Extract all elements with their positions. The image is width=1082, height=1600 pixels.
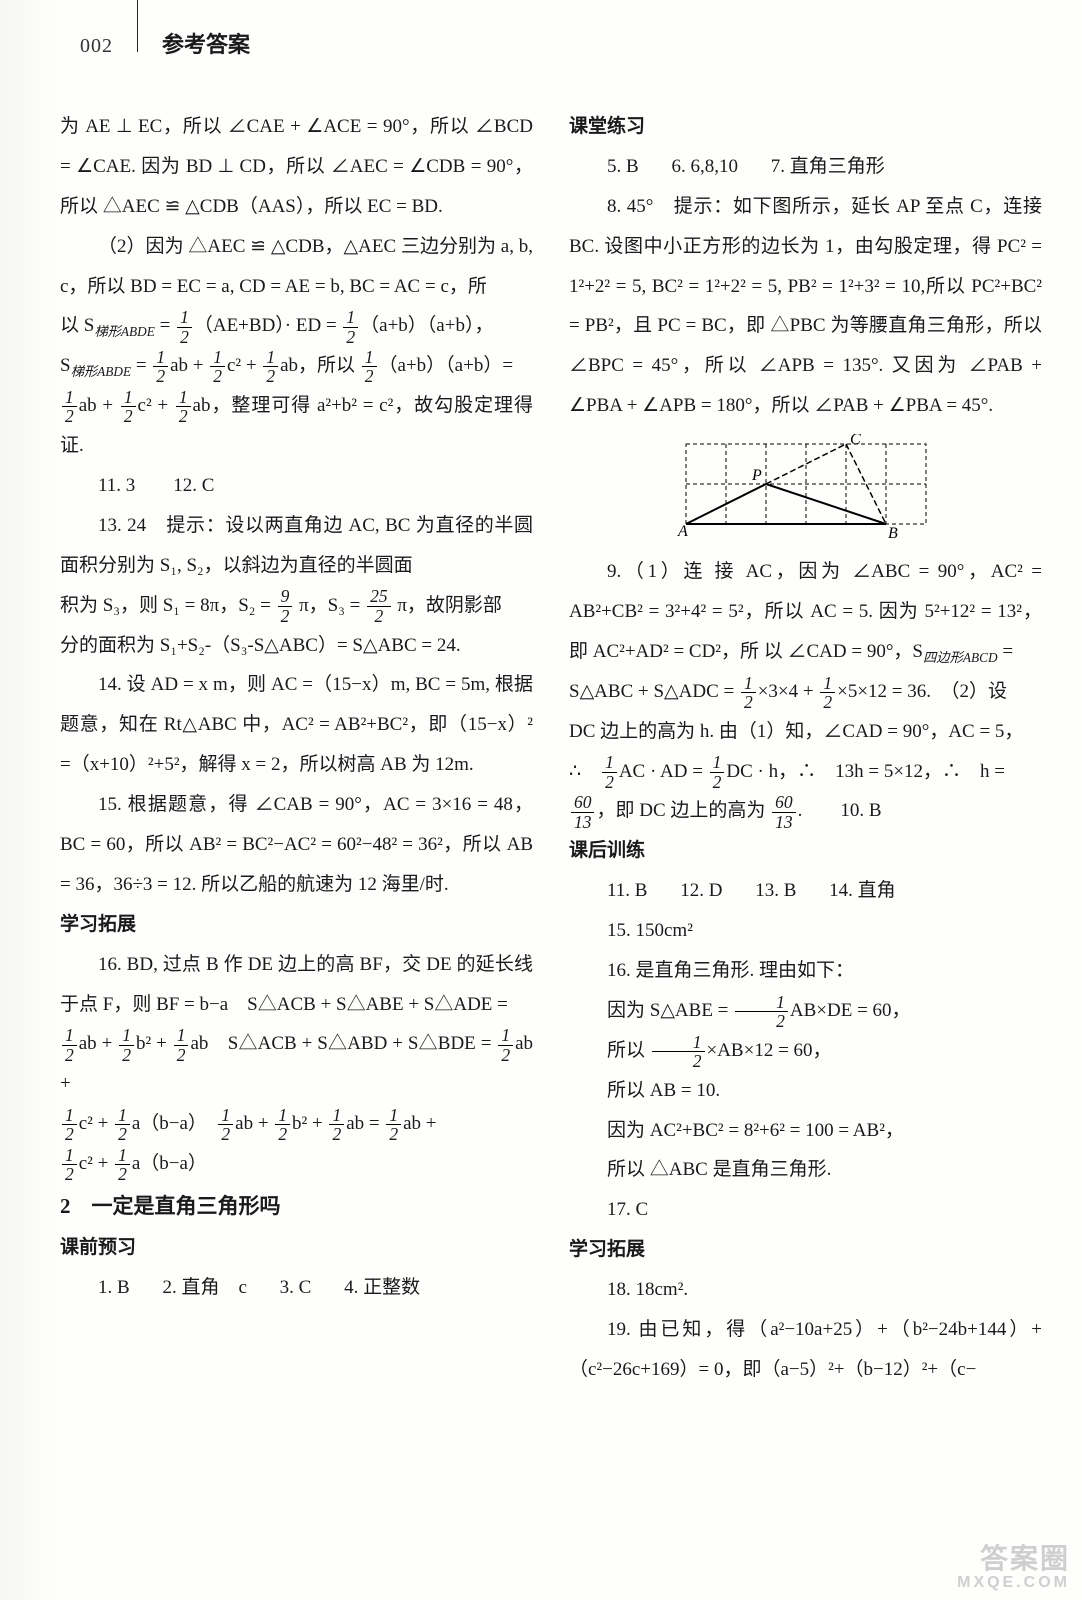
- page: 002 参考答案 为 AE ⊥ EC，所以 ∠CAE + ∠ACE = 90°，…: [0, 0, 1082, 1600]
- answer: 12. D: [680, 880, 722, 901]
- para: 16. BD, 过点 B 作 DE 边上的高 BF，交 DE 的延长线于点 F，…: [60, 945, 533, 1025]
- para: DC 边上的高为 h. 由（1）知，∠CAD = 90°，AC = 5，: [569, 712, 1042, 752]
- para: 所以 12×AB×12 = 60，: [569, 1031, 1042, 1071]
- para: 因为 AC²+BC² = 8²+6² = 100 = AB²，: [569, 1111, 1042, 1151]
- text: =: [998, 641, 1013, 662]
- subheading: 课堂练习: [569, 107, 1042, 147]
- text: ，所以: [298, 355, 360, 376]
- answer-row: 11. B 12. D 13. B 14. 直角: [569, 871, 1042, 911]
- header-divider: [137, 0, 138, 52]
- text: ×3×4 +: [758, 681, 819, 702]
- para: S梯形ABDE = 12ab + 12c² + 12ab，所以 12（a+b）（…: [60, 346, 533, 386]
- watermark-url: MXQE.COM: [957, 1574, 1070, 1592]
- para: 分的面积为 S₁+S₂-（S₃-S△ABC）= S△ABC = 24.: [60, 626, 533, 666]
- para: 积为 S₃，则 S₁ = 8π，S₂ = 92 π，S₃ = 252 π，故阴影…: [60, 586, 533, 626]
- subscript: 梯形ABDE: [94, 324, 155, 339]
- page-number: 002: [80, 35, 113, 58]
- text: DC · h，∴ 13h = 5×12，∴ h =: [726, 761, 1005, 782]
- subheading: 学习拓展: [60, 905, 533, 945]
- watermark-text: 答案圈: [980, 1543, 1070, 1574]
- text: 9.（1）连 接 AC，因为 ∠ABC = 90°，AC² = AB²+CB² …: [569, 561, 1042, 662]
- para: 17. C: [569, 1190, 1042, 1230]
- text: AB×DE = 60，: [790, 1000, 911, 1021]
- answer: 6. 6,8,10: [671, 156, 738, 177]
- para: 15. 150cm²: [569, 911, 1042, 951]
- para: 以 S梯形ABDE = 12（AE+BD）· ED = 12（a+b）（a+b）…: [60, 306, 533, 346]
- text: S△ABC + S△ADC =: [569, 681, 739, 702]
- para: 19. 由已知，得（a²−10a+25）+（b²−24b+144）+（c²−26…: [569, 1310, 1042, 1390]
- para: 11. 3 12. C: [60, 466, 533, 506]
- geometry-diagram: A B C P: [666, 434, 946, 544]
- text: S△ACB + S△ABD + S△BDE =: [208, 1033, 496, 1054]
- answer: 13. B: [755, 880, 796, 901]
- text: （a+b）（a+b），: [360, 315, 493, 336]
- para: S△ABC + S△ADC = 12×3×4 + 12×5×12 = 36. （…: [569, 672, 1042, 712]
- subheading: 课前预习: [60, 1228, 533, 1268]
- fraction: 12: [343, 308, 358, 346]
- text: ×5×12 = 36. （2）设: [837, 681, 1007, 702]
- para: （2）因为 △AEC ≌ △CDB，△AEC 三边分别为 a, b, c，所以 …: [60, 227, 533, 307]
- para: 13. 24 提示：设以两直角边 AC, BC 为直径的半圆面积分别为 S₁, …: [60, 506, 533, 586]
- para: 为 AE ⊥ EC，所以 ∠CAE + ∠ACE = 90°，所以 ∠BCD =…: [60, 107, 533, 227]
- left-column: 为 AE ⊥ EC，所以 ∠CAE + ∠ACE = 90°，所以 ∠BCD =…: [60, 107, 533, 1390]
- label-B: B: [888, 525, 898, 542]
- text: =: [155, 315, 175, 336]
- answer: 4. 正整数: [344, 1277, 420, 1298]
- text: 所以: [607, 1040, 650, 1061]
- answer-row: 5. B 6. 6,8,10 7. 直角三角形: [569, 147, 1042, 187]
- page-header: 002 参考答案: [60, 20, 1042, 59]
- para: 因为 S△ABE = 12AB×DE = 60，: [569, 991, 1042, 1031]
- text: 积为 S₃，则 S₁ = 8π，S₂ =: [60, 595, 276, 616]
- text: a（b−a）: [132, 1113, 217, 1134]
- subscript: 四边形ABCD: [923, 650, 998, 665]
- label-C: C: [850, 434, 861, 448]
- para: 18. 18cm².: [569, 1270, 1042, 1310]
- text: （AE+BD）· ED =: [194, 315, 342, 336]
- para: 15. 根据题意，得 ∠CAB = 90°，AC = 3×16 = 48，BC …: [60, 785, 533, 905]
- fraction: 12: [177, 308, 192, 346]
- text: （a+b）（a+b）=: [379, 355, 514, 376]
- subheading: 课后训练: [569, 831, 1042, 871]
- content-columns: 为 AE ⊥ EC，所以 ∠CAE + ∠ACE = 90°，所以 ∠BCD =…: [60, 107, 1042, 1390]
- text: AC · AD =: [619, 761, 708, 782]
- answer: 3. C: [280, 1277, 312, 1298]
- answer-row: 1. B 2. 直角 c 3. C 4. 正整数: [60, 1268, 533, 1308]
- subheading: 学习拓展: [569, 1230, 1042, 1270]
- answer: 5. B: [607, 156, 639, 177]
- right-column: 课堂练习 5. B 6. 6,8,10 7. 直角三角形 8. 45° 提示：如…: [569, 107, 1042, 1390]
- section-heading: 2 一定是直角三角形吗: [60, 1184, 533, 1228]
- label-A: A: [677, 523, 688, 540]
- answer: 11. B: [607, 880, 647, 901]
- text: π，故阴影部: [393, 595, 502, 616]
- para: 9.（1）连 接 AC，因为 ∠ABC = 90°，AC² = AB²+CB² …: [569, 552, 1042, 672]
- subscript: 梯形ABDE: [71, 364, 132, 379]
- para: 16. 是直角三角形. 理由如下：: [569, 951, 1042, 991]
- answer: 2. 直角 c: [162, 1277, 246, 1298]
- text: ∴: [569, 761, 600, 782]
- answer: 14. 直角: [829, 880, 896, 901]
- para: 所以 △ABC 是直角三角形.: [569, 1150, 1042, 1190]
- para: 所以 AB = 10.: [569, 1071, 1042, 1111]
- answer: 1. B: [98, 1277, 130, 1298]
- para: ∴ 12AC · AD = 12DC · h，∴ 13h = 5×12，∴ h …: [569, 752, 1042, 792]
- para: 12c² + 12a（b−a） 12ab + 12b² + 12ab = 12a…: [60, 1104, 533, 1144]
- para: 12ab + 12b² + 12ab S△ACB + S△ABD + S△BDE…: [60, 1024, 533, 1104]
- para: 12c² + 12a（b−a）: [60, 1144, 533, 1184]
- watermark: 答案圈 MXQE.COM: [957, 1544, 1070, 1592]
- text: ，即 DC 边上的高为: [596, 800, 770, 821]
- para: 6013，即 DC 边上的高为 6013. 10. B: [569, 791, 1042, 831]
- answer: 7. 直角三角形: [771, 156, 885, 177]
- text: π，S₃ =: [294, 595, 365, 616]
- label-P: P: [751, 467, 762, 484]
- para: 14. 设 AD = x m，则 AC =（15−x）m, BC = 5m, 根…: [60, 665, 533, 785]
- header-title: 参考答案: [162, 27, 250, 59]
- text: . 10. B: [798, 800, 882, 821]
- text: 以 S: [60, 315, 94, 336]
- text: 因为 S△ABE =: [607, 1000, 733, 1021]
- para: 8. 45° 提示：如下图所示，延长 AP 至点 C，连接 BC. 设图中小正方…: [569, 187, 1042, 426]
- text: ×AB×12 = 60，: [707, 1040, 832, 1061]
- para: 12ab + 12c² + 12ab，整理可得 a²+b² = c²，故勾股定理…: [60, 386, 533, 466]
